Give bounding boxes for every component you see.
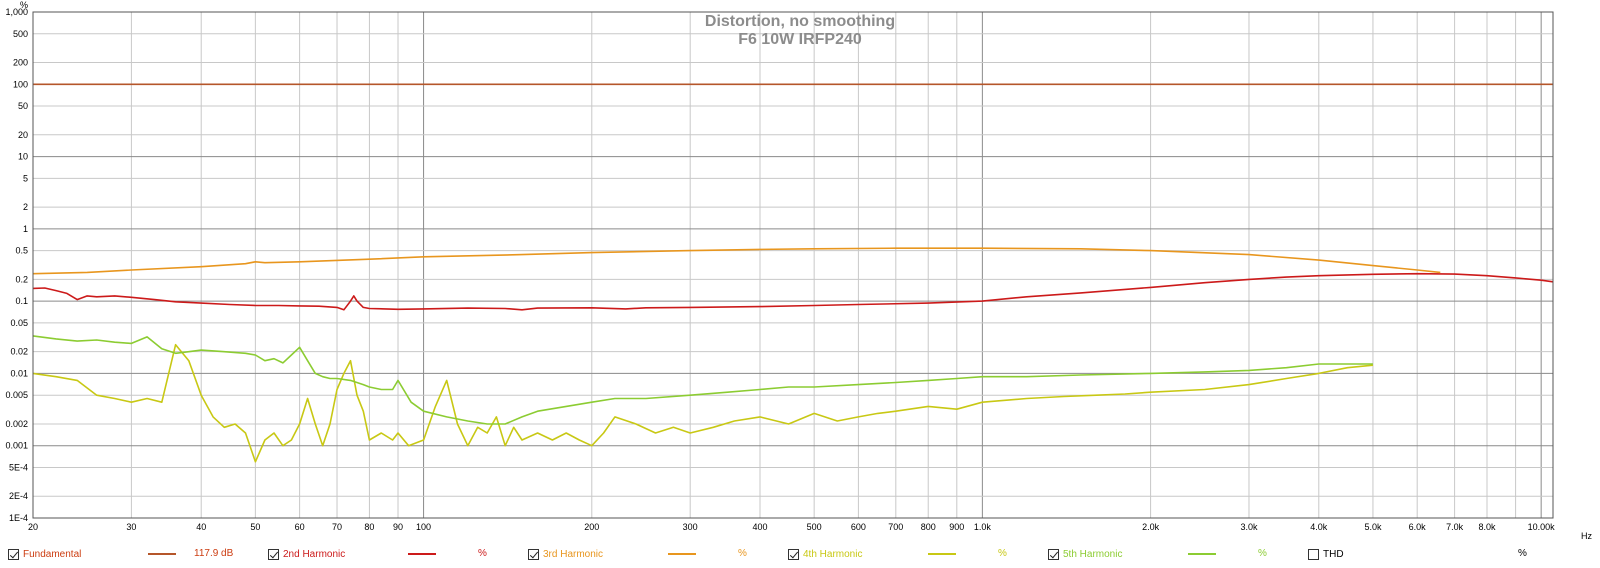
y-tick-label: 0.1	[15, 296, 28, 306]
y-tick-label: 10	[18, 152, 28, 162]
x-tick-label: 40	[196, 522, 206, 532]
legend-swatch-2nd-harmonic	[408, 553, 436, 555]
legend-value-2nd-harmonic: %	[478, 548, 487, 559]
x-tick-label: 6.0k	[1409, 522, 1427, 532]
y-tick-label: 200	[13, 58, 28, 68]
legend-item-5th-harmonic: 5th Harmonic	[1048, 544, 1122, 564]
legend-label-2nd-harmonic: 2nd Harmonic	[283, 548, 346, 560]
chart-grid	[33, 12, 1553, 519]
x-tick-label: 200	[584, 522, 599, 532]
y-tick-label: 0.01	[10, 368, 28, 378]
legend-value-3rd-harmonic: %	[738, 548, 747, 559]
x-tick-label: 100	[416, 522, 431, 532]
y-tick-label: 1	[23, 224, 28, 234]
y-tick-label: 1E-4	[9, 513, 28, 523]
x-tick-label: 90	[393, 522, 403, 532]
legend-checkbox-5th-harmonic[interactable]	[1048, 548, 1059, 560]
y-tick-label: 0.005	[5, 390, 28, 400]
x-tick-label: 3.0k	[1240, 522, 1258, 532]
y-tick-label: 5	[23, 173, 28, 183]
3rd-harmonic-curve	[32, 247, 1441, 275]
x-axis-unit-label: Hz	[1581, 531, 1592, 541]
legend-value-5th-harmonic: %	[1258, 548, 1267, 559]
x-tick-label: 50	[250, 522, 260, 532]
x-tick-label: 4.0k	[1310, 522, 1328, 532]
x-tick-label: 300	[683, 522, 698, 532]
y-tick-label: 0.05	[10, 318, 28, 328]
y-tick-label: 0.001	[5, 441, 28, 451]
legend-label-5th-harmonic: 5th Harmonic	[1063, 548, 1123, 560]
y-tick-label: 1,000	[5, 7, 28, 17]
distortion-chart: 20 30 40 50 60 70 80 90 100 200 300 400 500 600 700 800…	[5, 0, 1592, 541]
legend-value-thd: %	[1518, 548, 1527, 559]
y-tick-label: 2E-4	[9, 491, 28, 501]
y-tick-label: 5E-4	[9, 462, 28, 472]
x-tick-label: 600	[851, 522, 866, 532]
legend-swatch-4th-harmonic	[928, 553, 956, 555]
legend-value-4th-harmonic: %	[998, 548, 1007, 559]
legend-item-thd: THD	[1308, 544, 1344, 564]
y-tick-label: 100	[13, 79, 28, 89]
legend-item-2nd-harmonic: 2nd Harmonic	[268, 544, 345, 564]
x-tick-label: 70	[332, 522, 342, 532]
plot-border	[32, 11, 1554, 519]
legend-swatch-fundamental	[148, 553, 176, 555]
5th-harmonic-curve	[32, 335, 1373, 425]
chart-curves	[32, 83, 1554, 463]
x-tick-label: 8.0k	[1478, 522, 1496, 532]
legend-label-thd: THD	[1323, 548, 1344, 560]
x-tick-label: 800	[921, 522, 936, 532]
plot-area	[33, 12, 1553, 518]
x-tick-label: 5.0k	[1364, 522, 1382, 532]
x-tick-label: 80	[364, 522, 374, 532]
y-tick-label: 50	[18, 101, 28, 111]
y-tick-label: 0.2	[15, 274, 28, 284]
x-tick-label: 2.0k	[1142, 522, 1160, 532]
x-tick-label: 60	[295, 522, 305, 532]
y-tick-label: 0.002	[5, 419, 28, 429]
y-tick-label: 0.5	[15, 246, 28, 256]
legend-checkbox-4th-harmonic[interactable]	[788, 548, 799, 560]
legend-item-fundamental: Fundamental	[8, 544, 81, 564]
4th-harmonic-curve	[32, 343, 1373, 463]
y-tick-label: 20	[18, 130, 28, 140]
2nd-harmonic-curve	[32, 272, 1554, 311]
chart-axes: 20 30 40 50 60 70 80 90 100 200 300 400 500 600 700 800…	[5, 7, 1555, 532]
y-tick-label: 2	[23, 202, 28, 212]
legend-checkbox-fundamental[interactable]	[8, 548, 19, 560]
y-tick-label: 500	[13, 29, 28, 39]
legend-swatch-3rd-harmonic	[668, 553, 696, 555]
x-tick-label: 700	[888, 522, 903, 532]
legend-label-4th-harmonic: 4th Harmonic	[803, 548, 863, 560]
legend-value-fundamental: 117.9 dB	[194, 548, 234, 559]
legend-checkbox-3rd-harmonic[interactable]	[528, 548, 539, 560]
legend-item-3rd-harmonic: 3rd Harmonic	[528, 544, 603, 564]
x-tick-label: 20	[28, 522, 38, 532]
x-tick-label: 500	[807, 522, 822, 532]
y-tick-label: 0.02	[10, 347, 28, 357]
x-tick-label: 30	[126, 522, 136, 532]
chart-subtitle: F6 10W IRFP240	[738, 31, 862, 48]
x-tick-label: 7.0k	[1446, 522, 1464, 532]
legend-bar: Fundamental 117.9 dB 2nd Harmonic% 3rd Harm…	[0, 544, 1600, 564]
legend-label-3rd-harmonic: 3rd Harmonic	[543, 548, 604, 560]
legend-checkbox-2nd-harmonic[interactable]	[268, 548, 279, 560]
legend-swatch-5th-harmonic	[1188, 553, 1216, 555]
x-tick-label: 10.00k	[1528, 522, 1556, 532]
legend-label-fundamental: Fundamental	[23, 548, 82, 560]
x-tick-label: 900	[949, 522, 964, 532]
legend-item-4th-harmonic: 4th Harmonic	[788, 544, 862, 564]
chart-title: Distortion, no smoothing	[705, 13, 895, 30]
legend-checkbox-thd[interactable]	[1308, 548, 1319, 560]
y-axis-unit-label: %	[20, 0, 28, 10]
x-tick-label: 1.0k	[974, 522, 992, 532]
x-tick-label: 400	[752, 522, 767, 532]
